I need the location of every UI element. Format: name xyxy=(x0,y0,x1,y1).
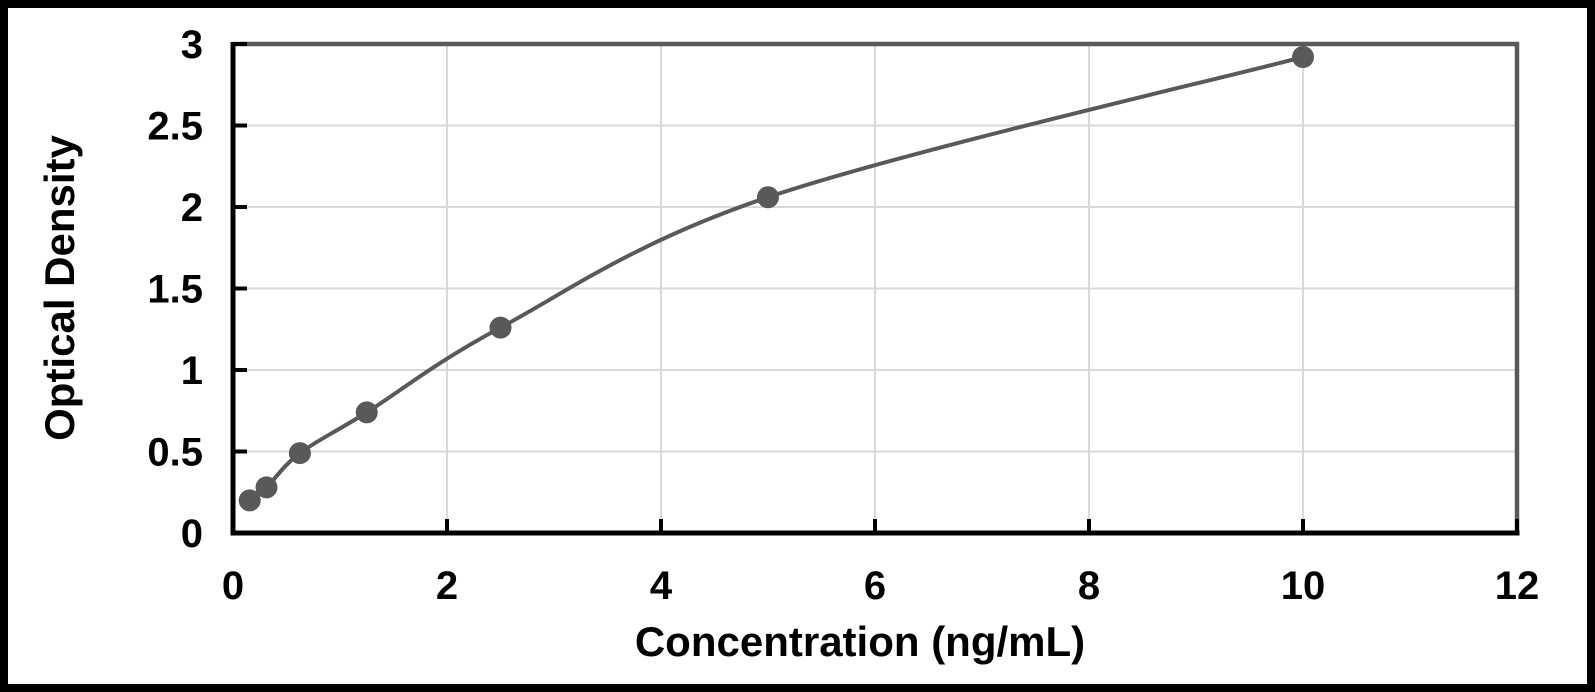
standard-curve-line xyxy=(247,55,1305,503)
y-tick-label: 3 xyxy=(181,23,203,67)
y-axis-title: Optical Density xyxy=(36,135,83,441)
y-tick-label: 2 xyxy=(181,186,203,230)
data-point-marker xyxy=(757,186,779,209)
x-tick-label: 2 xyxy=(436,564,458,608)
x-tick-label: 8 xyxy=(1078,564,1100,608)
x-axis-title: Concentration (ng/mL) xyxy=(634,618,1086,665)
x-tick-label: 10 xyxy=(1281,564,1326,608)
x-tick-label: 4 xyxy=(650,564,673,608)
y-tick-label: 0.5 xyxy=(147,431,203,475)
x-tick-label: 0 xyxy=(222,564,244,608)
x-tick-label: 12 xyxy=(1495,564,1540,608)
y-tick-label: 1 xyxy=(181,349,203,393)
y-tick-label: 1.5 xyxy=(147,268,203,312)
y-tick-label: 0 xyxy=(181,512,203,556)
data-point-marker xyxy=(355,401,378,424)
data-point-marker xyxy=(238,489,261,512)
data-point-marker xyxy=(288,442,311,465)
data-point-marker xyxy=(255,476,278,499)
x-tick-label: 6 xyxy=(864,564,886,608)
data-point-marker xyxy=(489,316,512,339)
data-point-marker xyxy=(1292,46,1314,69)
y-tick-label: 2.5 xyxy=(147,105,203,149)
